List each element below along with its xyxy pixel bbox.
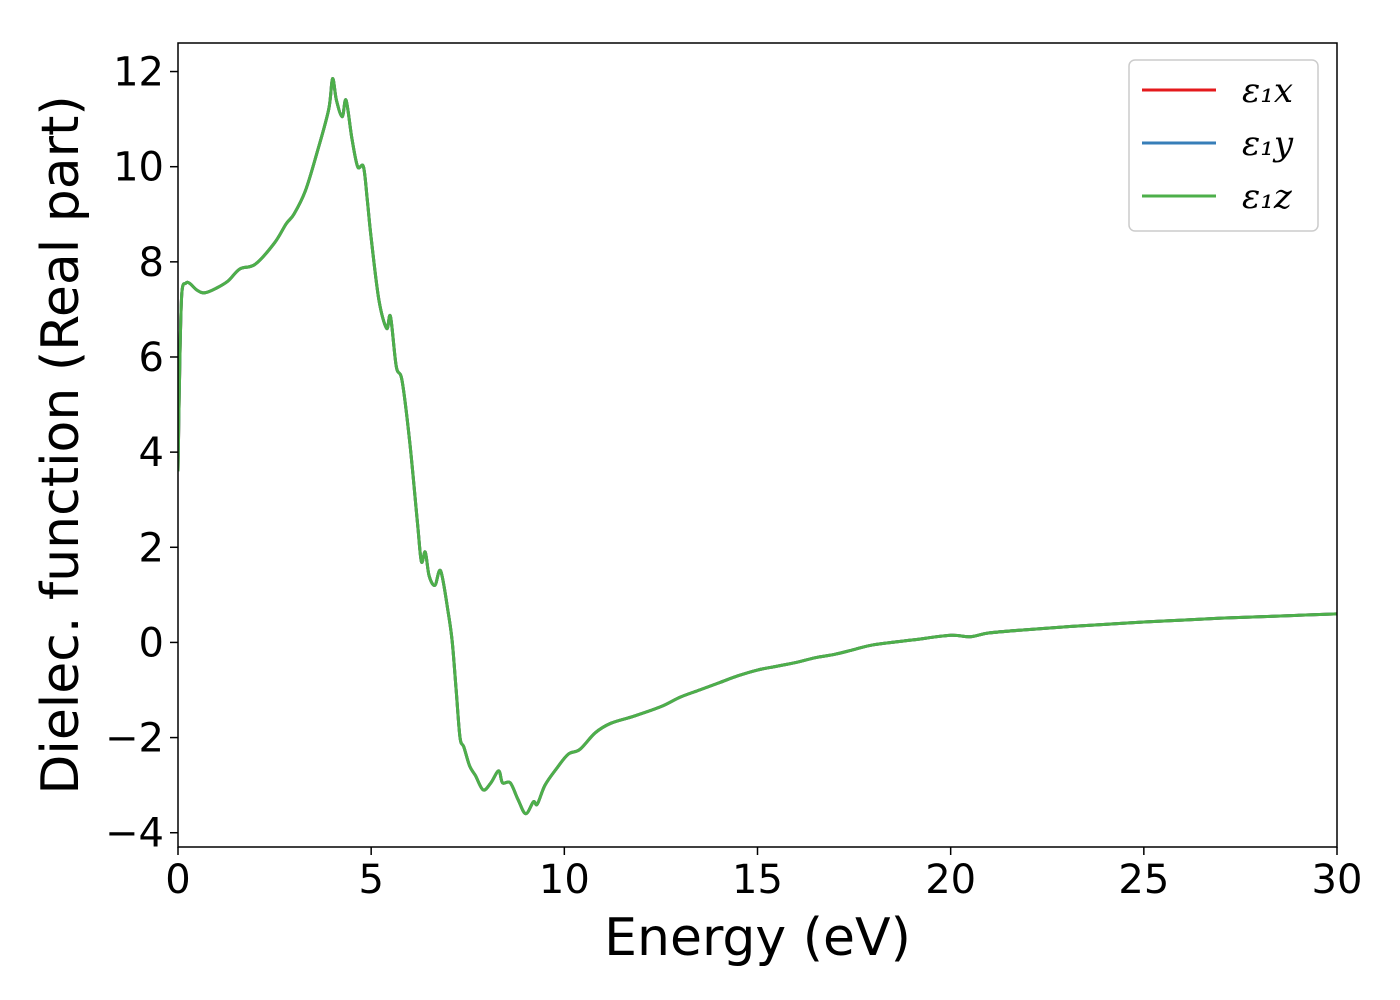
y-tick-label: 12 xyxy=(113,50,164,96)
legend-box xyxy=(1128,59,1319,232)
x-tick-label: 0 xyxy=(165,857,190,903)
y-tick-label: 10 xyxy=(113,145,164,191)
y-tick-label: −4 xyxy=(105,811,164,857)
y-tick-label: 6 xyxy=(139,335,164,381)
y-tick-label: 2 xyxy=(139,525,164,571)
x-tick-label: 5 xyxy=(358,857,383,903)
x-axis: 0 5 10 15 20 25 30 xyxy=(165,847,1362,903)
y-tick-label: 8 xyxy=(139,240,164,286)
legend: ε₁x ε₁y ε₁z xyxy=(1128,59,1319,232)
legend-label-e1y: ε₁y xyxy=(1242,124,1294,164)
x-tick-label: 15 xyxy=(732,857,783,903)
y-tick-label: 0 xyxy=(139,620,164,666)
series-line-e1z xyxy=(178,77,1337,816)
y-axis: −4 −2 0 2 4 6 8 10 12 xyxy=(105,50,178,857)
x-tick-label: 10 xyxy=(539,857,590,903)
y-tick-label: −2 xyxy=(105,716,164,762)
y-axis-label: Dielec. function (Real part) xyxy=(31,95,91,794)
series-layer xyxy=(178,77,1337,816)
x-tick-label: 30 xyxy=(1312,857,1363,903)
x-tick-label: 25 xyxy=(1118,857,1169,903)
x-axis-label: Energy (eV) xyxy=(604,908,911,968)
legend-label-e1x: ε₁x xyxy=(1242,71,1293,111)
x-tick-label: 20 xyxy=(925,857,976,903)
y-tick-label: 4 xyxy=(139,430,164,476)
legend-label-e1z: ε₁z xyxy=(1242,177,1293,217)
